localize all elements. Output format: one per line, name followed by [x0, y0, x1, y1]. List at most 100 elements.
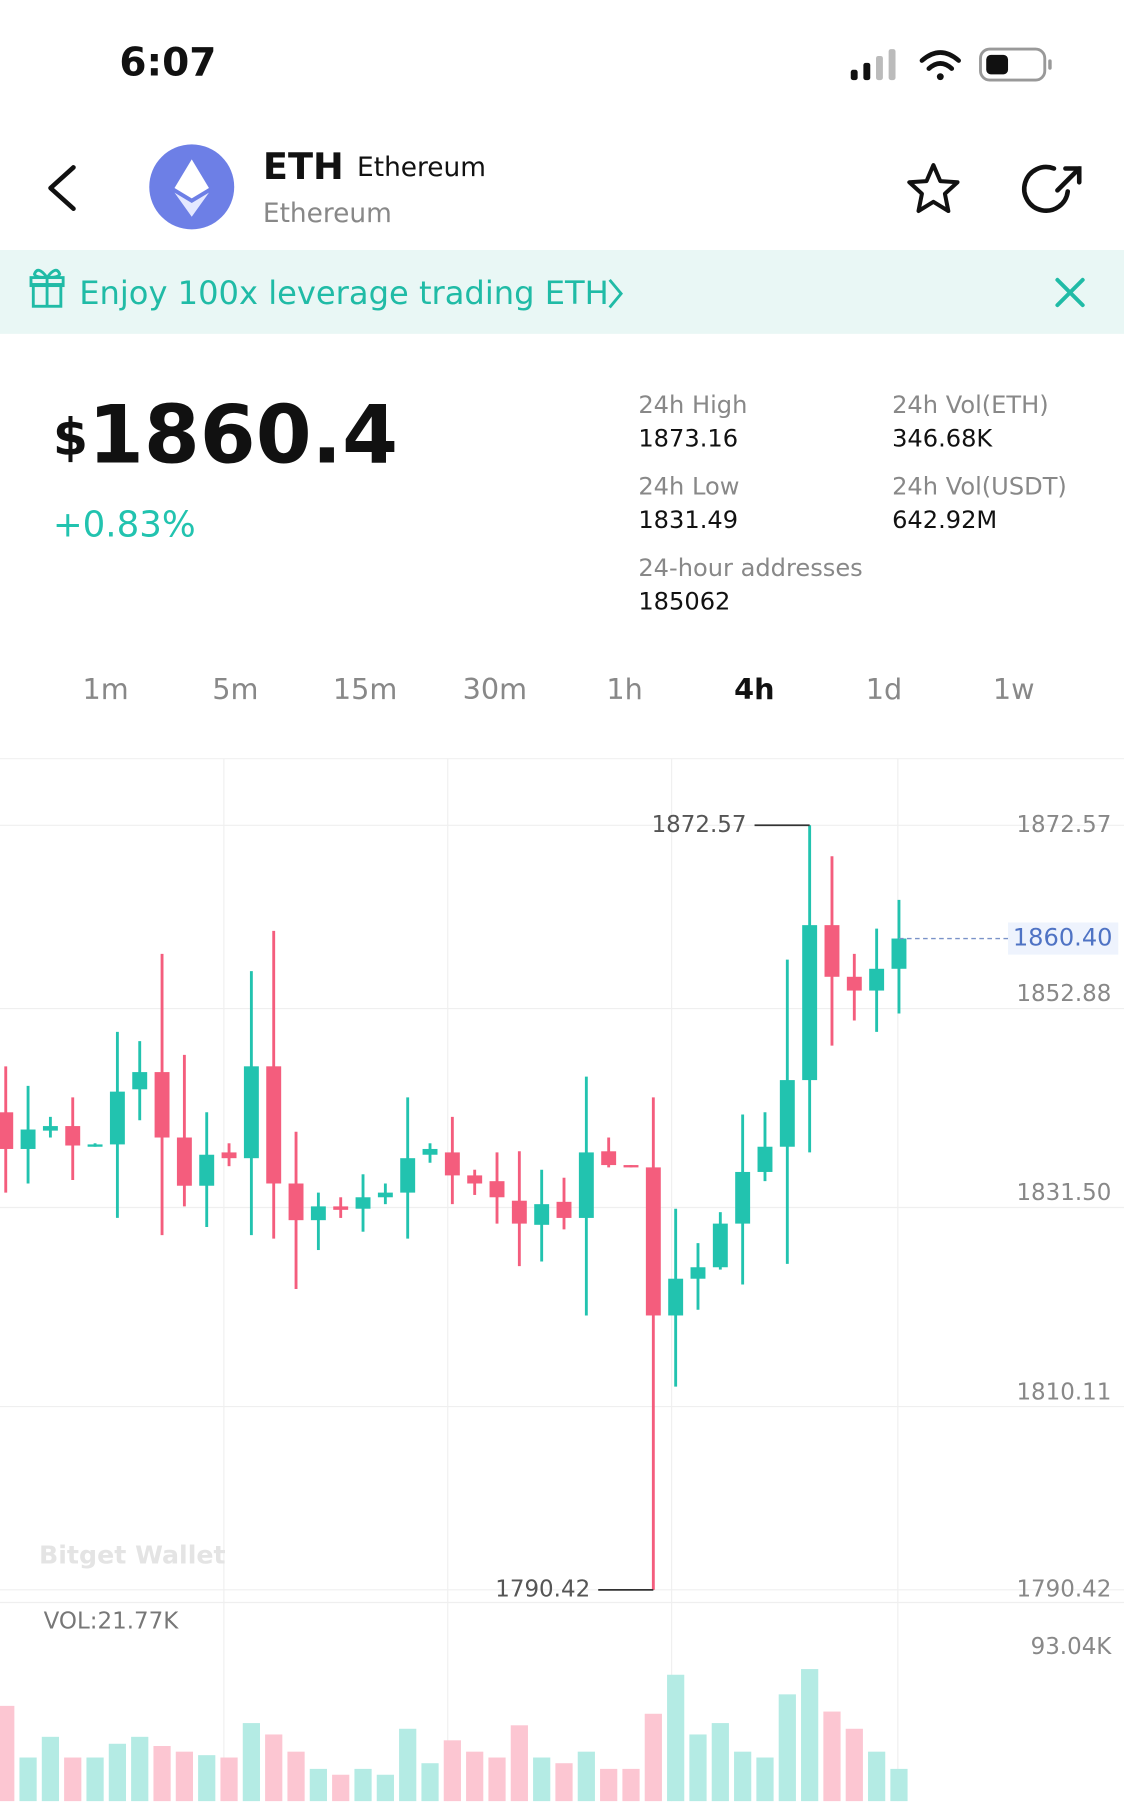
interval-tab[interactable]: 15m — [333, 672, 397, 706]
candle-body — [645, 1167, 661, 1316]
volume-bar — [510, 1725, 528, 1802]
candle-body — [400, 1158, 416, 1193]
volume-bar — [64, 1757, 82, 1802]
battery-icon — [979, 47, 1052, 82]
annotation-label: 1790.42 — [495, 1576, 590, 1602]
annotation-label: 1872.57 — [652, 812, 747, 838]
stat-value: 1873.16 — [638, 424, 738, 452]
volume-bar — [622, 1768, 640, 1802]
y-tick-label: 1852.88 — [1016, 981, 1111, 1007]
y-tick-label: 1810.11 — [1016, 1379, 1111, 1405]
volume-bar — [220, 1757, 238, 1802]
stat-label: 24h Vol(ETH) — [892, 391, 1049, 419]
candle-body — [132, 1072, 148, 1090]
candle-body — [601, 1151, 617, 1166]
interval-tab[interactable]: 1m — [83, 672, 129, 706]
candle-body — [310, 1206, 326, 1221]
candle-body — [221, 1152, 237, 1159]
stat-label: 24h Low — [638, 473, 739, 501]
volume-label: VOL:21.77K — [44, 1609, 180, 1635]
interval-tab[interactable]: 1d — [866, 672, 902, 706]
interval-tab[interactable]: 4h — [734, 672, 774, 706]
candle-body — [712, 1223, 728, 1268]
volume-bar — [265, 1734, 283, 1802]
interval-tab[interactable]: 30m — [463, 672, 527, 706]
stats: 24h High 1873.16 24h Vol(ETH) 346.68K 24h Lo… — [638, 391, 1066, 615]
price-change: +0.83% — [53, 505, 196, 546]
interval-tab[interactable]: 5m — [212, 672, 258, 706]
candle-body — [489, 1181, 505, 1198]
last-price-label: 1860.40 — [1013, 924, 1113, 952]
candle-body — [511, 1200, 527, 1224]
back-button[interactable] — [48, 165, 76, 211]
volume-bar — [108, 1743, 127, 1802]
candle-body — [0, 1112, 14, 1149]
candle-body — [869, 968, 885, 991]
candle-body — [109, 1091, 125, 1145]
banner-text[interactable]: Enjoy 100x leverage trading ETH — [79, 274, 609, 312]
candle-body — [891, 938, 907, 969]
volume-bar — [175, 1751, 193, 1802]
volume-bar — [399, 1728, 417, 1802]
wifi-icon — [919, 50, 961, 81]
volume-bar — [577, 1751, 595, 1802]
candle-body — [42, 1126, 58, 1131]
volume-bar — [198, 1755, 216, 1802]
volume-bar — [287, 1751, 305, 1802]
y-tick-label: 1831.50 — [1016, 1180, 1111, 1206]
banner[interactable] — [0, 250, 1124, 334]
volume-bar — [801, 1669, 819, 1802]
volume-bar — [153, 1745, 171, 1802]
candle-body — [735, 1171, 751, 1224]
coin-subtitle: Ethereum — [263, 198, 392, 229]
interval-tabs: 1m 5m 15m 30m 1h 4h 1d 1w — [83, 672, 1035, 706]
clock: 6:07 — [119, 41, 216, 86]
candle-body — [668, 1278, 684, 1316]
interval-tab[interactable]: 1h — [606, 672, 642, 706]
candle-body — [846, 976, 862, 991]
favorite-button[interactable] — [907, 163, 960, 213]
volume-bar — [711, 1723, 729, 1802]
volume-bar — [354, 1768, 372, 1802]
candle-body — [802, 925, 818, 1081]
interval-tab[interactable]: 1w — [993, 672, 1035, 706]
watermark: Bitget Wallet — [39, 1541, 226, 1570]
volume-bar — [443, 1740, 461, 1802]
candle-body — [578, 1152, 594, 1218]
last-price-box — [1008, 922, 1119, 955]
volume-bar — [778, 1694, 796, 1802]
price: $1860.4 — [53, 388, 398, 482]
plot: 1872.57 1852.88 1831.50 1810.11 1790.42 93.04… — [0, 812, 1124, 1802]
volume-bar — [644, 1713, 662, 1802]
candle-body — [534, 1204, 550, 1225]
volume-bar — [667, 1674, 685, 1802]
stat-value: 642.92M — [892, 506, 997, 534]
volume-bar — [332, 1774, 350, 1802]
volume-bar — [41, 1736, 60, 1802]
candle-body — [87, 1144, 103, 1147]
stat-value: 1831.49 — [638, 506, 738, 534]
candle-body — [288, 1183, 304, 1221]
volume-bar — [466, 1751, 484, 1802]
candle-body — [154, 1072, 170, 1138]
volume-tick-label: 93.04K — [1031, 1634, 1113, 1660]
volume-bar — [689, 1734, 707, 1802]
volume-bar — [309, 1768, 327, 1802]
symbol: ETH — [263, 145, 344, 188]
volume-bar — [533, 1757, 551, 1802]
candle-body — [176, 1137, 192, 1186]
banner-close[interactable] — [1055, 277, 1085, 308]
volume-bar — [376, 1774, 394, 1802]
candle-body — [65, 1126, 81, 1146]
volume-bar — [734, 1751, 752, 1802]
volume-bar — [555, 1763, 573, 1802]
volume-bar — [823, 1711, 841, 1802]
candle-body — [355, 1197, 371, 1209]
share-button[interactable] — [1021, 164, 1082, 213]
candle-body — [690, 1267, 706, 1279]
banner-arrow — [608, 278, 623, 309]
candle-body — [199, 1154, 215, 1186]
stat-label: 24-hour addresses — [638, 554, 862, 582]
